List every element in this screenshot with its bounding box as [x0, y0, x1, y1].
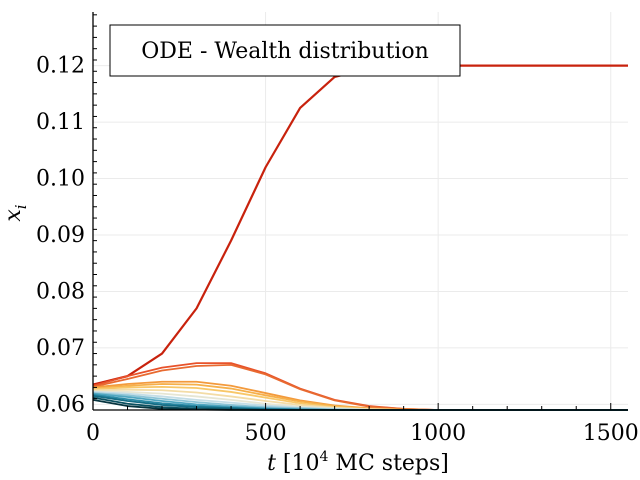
x-tick-label: 1500	[583, 421, 639, 446]
series-line-1	[92, 64, 628, 386]
y-tick-label: 0.08	[36, 279, 85, 304]
x-tick-label: 500	[245, 421, 287, 446]
y-tick-label: 0.10	[36, 167, 85, 192]
series-lines	[92, 64, 628, 411]
y-tick-label: 0.07	[36, 336, 85, 361]
legend-label: ODE - Wealth distribution	[141, 39, 429, 64]
y-tick-label: 0.11	[36, 110, 85, 135]
y-tick-label: 0.12	[36, 54, 85, 79]
y-tick-label: 0.09	[36, 223, 85, 248]
y-axis-title: xi	[1, 204, 30, 221]
x-axis-title: t [104 MC steps]	[267, 449, 449, 476]
axes	[92, 12, 628, 411]
legend-box	[109, 24, 461, 77]
x-tick-label: 1000	[410, 421, 466, 446]
legend: ODE - Wealth distribution	[109, 24, 461, 77]
y-tick-label: 0.06	[36, 392, 85, 417]
x-tick-label: 0	[86, 421, 100, 446]
ticks: 0 500 1000 1500 0.06 0.07 0.08 0.09 0.10 0.11 0.12	[36, 14, 639, 446]
